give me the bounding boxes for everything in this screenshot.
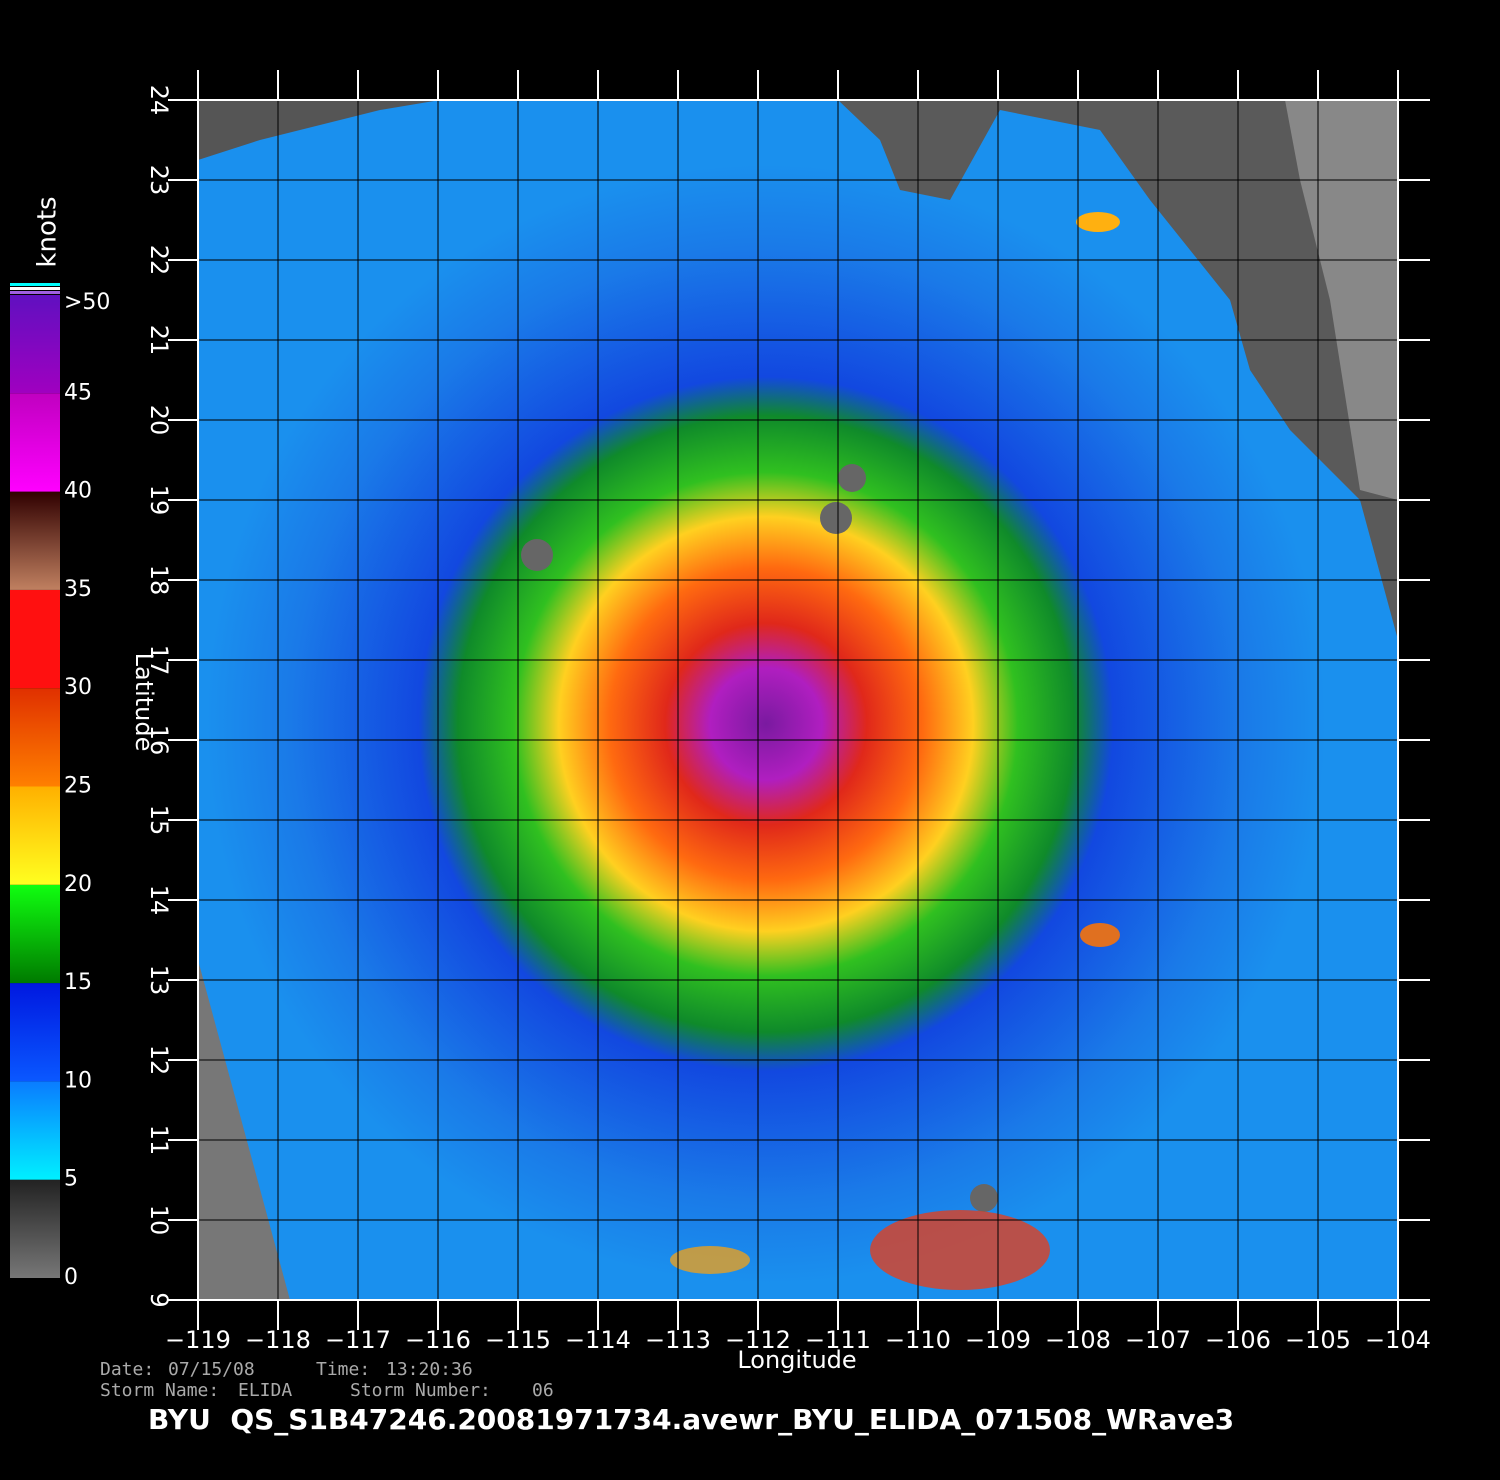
- y-tick-label: 11: [145, 1125, 173, 1156]
- x-tick-label: −116: [405, 1326, 471, 1354]
- y-tick-label: 13: [145, 965, 173, 996]
- date: 07/15/08: [168, 1359, 255, 1380]
- storm-number-label: Storm Number:: [350, 1380, 491, 1401]
- colorbar-tick-label: 30: [64, 675, 92, 700]
- y-tick-label: 24: [145, 85, 173, 116]
- land: [1285, 100, 1398, 500]
- x-tick-label: −105: [1285, 1326, 1351, 1354]
- colorbar-band: [10, 393, 60, 492]
- y-tick-label: 9: [145, 1292, 173, 1307]
- colorbar-band: [10, 884, 60, 984]
- land: [838, 100, 1398, 640]
- colorbar-tick-label: 35: [64, 577, 92, 602]
- y-tick-label: 16: [145, 725, 173, 756]
- colorbar-band: [10, 491, 60, 590]
- colorbar-tick-label: 15: [64, 970, 92, 995]
- time: 13:20:36: [386, 1359, 473, 1380]
- x-tick-label: −109: [965, 1326, 1031, 1354]
- x-tick-label: −114: [565, 1326, 631, 1354]
- x-tick-label: −110: [885, 1326, 951, 1354]
- colorbar-tick-label: >50: [64, 290, 110, 315]
- y-tick-label: 18: [145, 565, 173, 596]
- colorbar-tick-label: 10: [64, 1068, 92, 1093]
- y-tick-label: 22: [145, 245, 173, 276]
- storm-name-label: Storm Name:: [100, 1380, 219, 1401]
- colorbar-cap: [10, 283, 60, 286]
- x-tick-label: −115: [485, 1326, 551, 1354]
- colorbar-tick-label: 45: [64, 380, 92, 405]
- no-data-swath: [198, 100, 440, 160]
- colorbar-band: [10, 1179, 60, 1278]
- colorbar-band: [10, 786, 60, 885]
- time-label: Time:: [316, 1359, 370, 1380]
- island: [838, 464, 866, 492]
- y-tick-label: 12: [145, 1045, 173, 1076]
- y-tick-label: 19: [145, 485, 173, 516]
- y-tick-label: 23: [145, 165, 173, 196]
- wind-patch: [670, 1246, 750, 1274]
- colorbar-cap: [10, 287, 60, 290]
- colorbar-tick-label: 0: [64, 1265, 78, 1290]
- x-tick-label: −108: [1045, 1326, 1111, 1354]
- colorbar-tick-label: 25: [64, 774, 92, 799]
- wind-patch: [870, 1210, 1050, 1290]
- colorbar-cap: [10, 291, 60, 294]
- colorbar-band: [10, 688, 60, 787]
- x-tick-label: −113: [645, 1326, 711, 1354]
- colorbar-tick-label: 20: [64, 872, 92, 897]
- x-tick-label: −104: [1365, 1326, 1431, 1354]
- plot-frame: [197, 99, 1399, 1301]
- x-tick-label: −118: [245, 1326, 311, 1354]
- storm-number: 06: [532, 1380, 554, 1401]
- y-tick-label: 14: [145, 885, 173, 916]
- x-tick-label: −111: [805, 1326, 871, 1354]
- x-axis-label: Longitude: [737, 1346, 856, 1374]
- colorbar-band: [10, 983, 60, 1082]
- date-label: Date:: [100, 1359, 154, 1380]
- y-tick-label: 20: [145, 405, 173, 436]
- island: [970, 1184, 998, 1212]
- wind-patch: [1076, 212, 1120, 232]
- colorbar-tick-label: 40: [64, 479, 92, 504]
- footer: BYU QS_S1B47246.20081971734.avewr_BYU_EL…: [148, 1403, 1234, 1436]
- colorbar-band: [10, 589, 60, 689]
- x-tick-label: −117: [325, 1326, 391, 1354]
- y-axis-label: Latitude: [130, 653, 158, 752]
- colorbar-title: knots: [33, 196, 63, 267]
- island: [820, 502, 852, 534]
- info-block: Date: 07/15/08 Time: 13:20:36 Storm Name…: [100, 1359, 554, 1401]
- y-tick-label: 15: [145, 805, 173, 836]
- y-tick-label: 10: [145, 1205, 173, 1236]
- colorbar-band: [10, 1081, 60, 1180]
- x-tick-label: −107: [1125, 1326, 1191, 1354]
- y-tick-label: 21: [145, 325, 173, 356]
- wind-patch: [1080, 923, 1120, 947]
- x-tick-label: −119: [165, 1326, 231, 1354]
- x-tick-label: −106: [1205, 1326, 1271, 1354]
- colorbar-tick-label: 5: [64, 1167, 78, 1192]
- y-tick-label: 17: [145, 645, 173, 676]
- wind-field: [198, 100, 1398, 1300]
- colorbar-band: [10, 295, 60, 394]
- x-tick-label: −112: [725, 1326, 791, 1354]
- plot-area: [197, 99, 1399, 1301]
- storm-name: ELIDA: [238, 1380, 292, 1401]
- island: [521, 539, 553, 571]
- no-data-swath: [198, 960, 290, 1300]
